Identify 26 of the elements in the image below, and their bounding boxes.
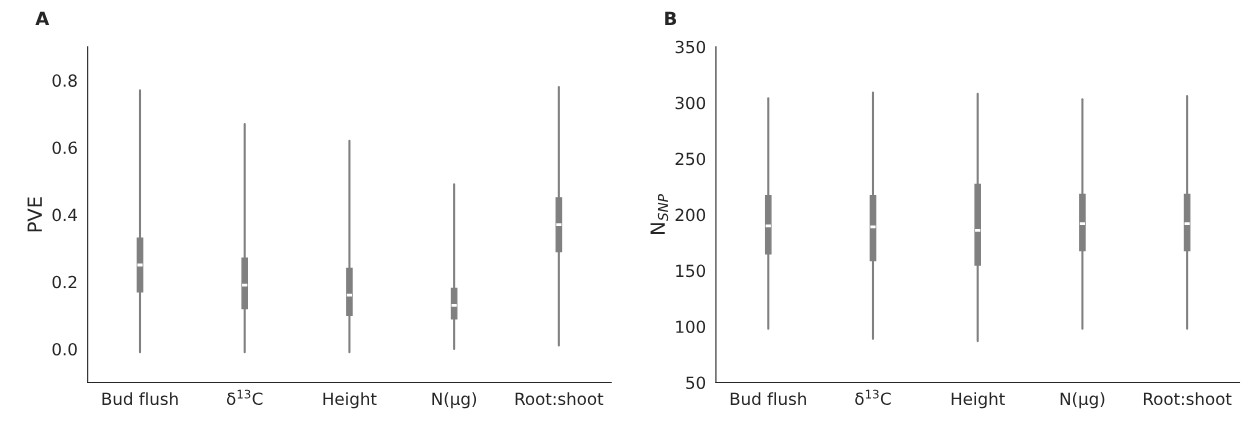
y-tick-label: 150 [676, 264, 706, 278]
y-tick-label: 0.4 [52, 208, 77, 222]
y-tick-label: 0.8 [52, 74, 77, 87]
y-tick-label: 250 [675, 152, 706, 166]
chart-title: A [35, 11, 50, 25]
y-tick-label: 350 [675, 40, 706, 54]
x-tick-label: N(μg) [432, 392, 477, 409]
x-tick-label: Bud flush [102, 392, 178, 406]
y-tick-label: 50 [686, 376, 706, 390]
y-tick-label: 0.2 [52, 275, 77, 289]
x-tick-label: Bud flush [730, 392, 806, 406]
y-tick-label: 200 [675, 208, 706, 222]
y-axis-title: PVE [27, 197, 42, 232]
y-tick-label: 300 [675, 96, 706, 110]
chart-title: B [665, 11, 677, 25]
x-tick-label: Root:shoot [515, 392, 604, 406]
x-tick-label: δ$^{13}$C [855, 389, 891, 405]
x-tick-label: δ$^{13}$C [226, 389, 263, 405]
y-axis-title: N$_{SNP}$ [650, 194, 669, 234]
x-tick-label: N(μg) [1060, 392, 1105, 409]
x-tick-label: Height [323, 392, 377, 409]
x-tick-label: Root:shoot [1143, 392, 1232, 406]
x-tick-label: Height [951, 392, 1005, 409]
y-tick-label: 0.6 [52, 141, 77, 155]
y-tick-label: 0.0 [52, 342, 77, 356]
y-tick-label: 100 [676, 320, 706, 334]
